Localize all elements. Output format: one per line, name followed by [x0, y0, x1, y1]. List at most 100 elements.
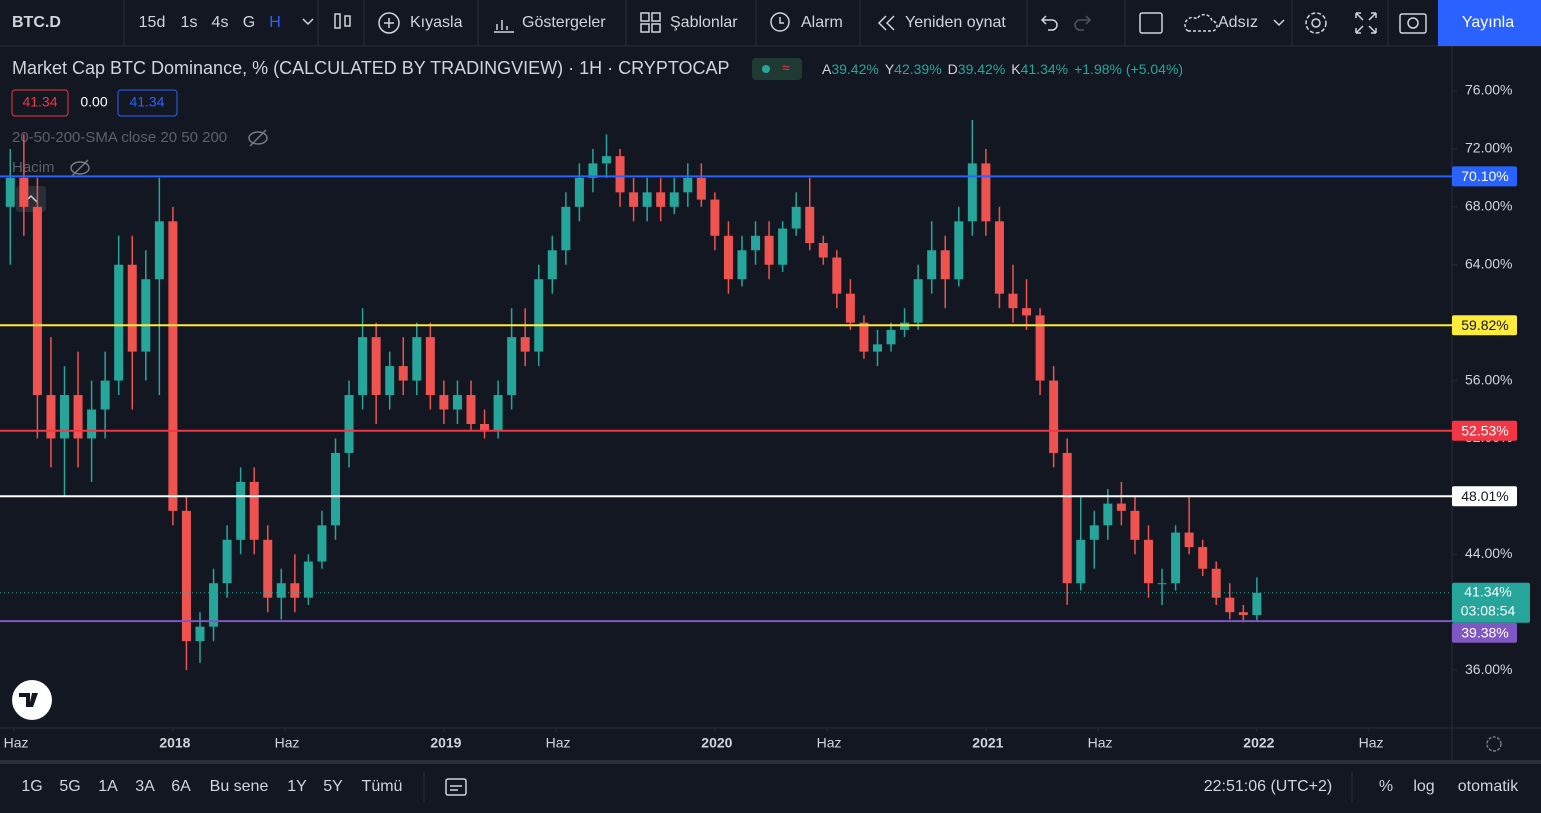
input-value: 41.34	[129, 94, 164, 110]
candle-body	[209, 583, 219, 627]
settings-icon[interactable]	[1486, 736, 1502, 752]
toolbar-icons	[302, 12, 1427, 34]
indicator-label: 20-50-200-SMA close 20 50 200	[12, 129, 227, 146]
candle-body	[222, 539, 232, 584]
indicator-label: Hacim	[12, 159, 55, 176]
candle-body	[954, 221, 964, 280]
candle-body	[263, 539, 273, 598]
candle-body	[588, 163, 598, 178]
candle-body	[1116, 503, 1126, 511]
level-label: 52.53%	[1461, 422, 1508, 438]
clock: 22:51:06 (UTC+2)	[1204, 778, 1333, 795]
candle-body	[778, 228, 788, 265]
interval-button[interactable]: G	[243, 14, 255, 31]
candle-body	[994, 221, 1004, 294]
range-button[interactable]: 6A	[171, 778, 191, 795]
candle-body	[195, 626, 205, 642]
symbol[interactable]: BTC.D	[12, 14, 61, 31]
y-tick-label: 76.00%	[1465, 82, 1512, 98]
countdown: 03:08:54	[1461, 602, 1516, 618]
replay-range-icon[interactable]	[445, 778, 467, 796]
candle-body	[398, 366, 408, 381]
publish-button[interactable]: Yayınla	[1462, 14, 1514, 31]
candle-body	[32, 206, 42, 396]
range-button[interactable]: 5G	[59, 778, 80, 795]
range-button[interactable]: 5Y	[323, 778, 343, 795]
scale-option[interactable]: %	[1379, 778, 1393, 795]
y-tick-label: 36.00%	[1465, 661, 1512, 677]
candle-body	[845, 293, 855, 323]
candle-body	[1198, 547, 1208, 569]
candle-body	[520, 337, 530, 352]
toolbar-button[interactable]: Şablonlar	[670, 14, 738, 31]
x-tick-label: Haz	[817, 735, 842, 751]
candle-body	[168, 221, 178, 511]
candle-body	[561, 206, 571, 251]
layout-name[interactable]: Adsız	[1218, 14, 1258, 31]
range-button[interactable]: Tümü	[362, 778, 403, 795]
candle-body	[1035, 315, 1045, 381]
candle-body	[574, 177, 584, 207]
last-price-label: 41.34%	[1464, 583, 1511, 599]
ohlc-label: K	[1011, 61, 1021, 77]
candle-body	[425, 337, 435, 396]
x-tick-label: 2019	[430, 735, 461, 751]
x-tick-label: 2022	[1243, 735, 1274, 751]
publish-button-bg[interactable]	[1438, 0, 1541, 46]
y-tick-label: 56.00%	[1465, 371, 1512, 387]
range-button[interactable]: 3A	[135, 778, 155, 795]
ohlc-value: 42.39%	[894, 61, 941, 77]
ohlc-change: +1.98% (+5.04%)	[1074, 61, 1183, 77]
level-label: 48.01%	[1461, 488, 1508, 504]
candle-body	[59, 395, 69, 439]
candle-body	[764, 235, 774, 265]
level-label-bg	[1452, 420, 1517, 441]
x-tick-label: Haz	[275, 735, 300, 751]
candle-body	[751, 235, 761, 251]
ohlc-value: 39.42%	[831, 61, 878, 77]
interval-button[interactable]: 4s	[212, 14, 229, 31]
candle-body	[236, 481, 246, 540]
candle-body	[683, 177, 693, 193]
range-button[interactable]: Bu sene	[210, 778, 269, 795]
toolbar-button[interactable]: Yeniden oynat	[905, 14, 1006, 31]
legend-status: ≈	[752, 58, 802, 80]
range-button[interactable]: 1A	[98, 778, 118, 795]
candle-body	[1184, 532, 1194, 548]
candle-body	[886, 329, 896, 345]
range-button[interactable]: 1Y	[287, 778, 307, 795]
candle-body	[114, 264, 124, 381]
ohlc-value: 39.42%	[958, 61, 1005, 77]
scale-option[interactable]: otomatik	[1458, 778, 1519, 795]
legend-ohlc: A39.42% Y42.39% D39.42% K41.34% +1.98% (+5.0…	[822, 61, 1183, 77]
toolbar-button[interactable]: Kıyasla	[410, 14, 463, 31]
candle-body	[723, 235, 733, 280]
toolbar-button[interactable]: Göstergeler	[522, 14, 606, 31]
last-price-bg	[1452, 582, 1530, 623]
candle-body	[1130, 510, 1140, 540]
interval-button[interactable]: 15d	[139, 14, 166, 31]
candle-body	[615, 156, 625, 193]
level-label-bg	[1452, 315, 1517, 336]
candle-body	[913, 279, 923, 323]
candle-body	[1252, 592, 1262, 616]
candle-body	[872, 344, 882, 352]
candle-body	[412, 337, 422, 381]
range-button[interactable]: 1G	[21, 778, 42, 795]
scale-option[interactable]: log	[1413, 778, 1434, 795]
candle-body	[303, 561, 313, 598]
candle-body	[1008, 293, 1018, 309]
candle-body	[818, 243, 828, 258]
candle-body	[1089, 525, 1099, 540]
candle-body	[805, 206, 815, 244]
ohlc-label: D	[948, 61, 958, 77]
interval-button[interactable]: H	[269, 14, 281, 31]
toolbar-button[interactable]: Alarm	[801, 14, 843, 31]
candle-body	[154, 221, 164, 280]
interval-button[interactable]: 1s	[181, 14, 198, 31]
candle-body	[141, 279, 151, 352]
candle-body	[900, 322, 910, 330]
candle-body	[656, 192, 666, 207]
